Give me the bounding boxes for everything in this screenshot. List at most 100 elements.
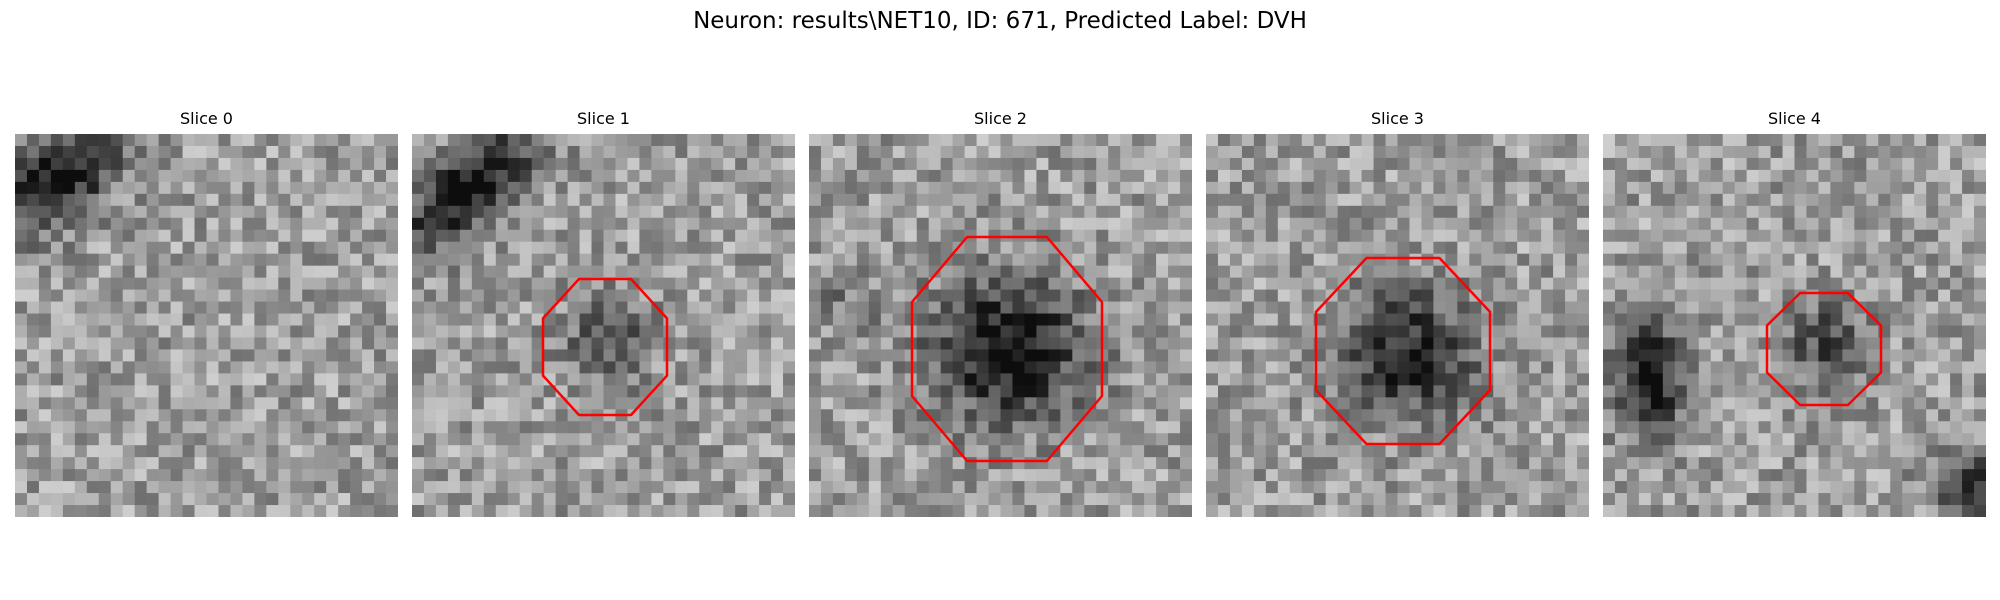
slice-pixel	[627, 193, 641, 207]
slice-pixel	[374, 169, 387, 183]
slice-pixel	[1206, 241, 1219, 255]
slice-pixel	[447, 157, 461, 171]
slice-pixel	[1674, 313, 1688, 327]
slice-pixel	[242, 193, 255, 207]
slice-pixel	[1433, 134, 1446, 147]
slice-pixel	[38, 421, 52, 434]
slice-pixel	[1902, 289, 1915, 303]
slice-pixel	[1938, 145, 1951, 159]
slice-pixel	[350, 181, 363, 195]
slice-pixel	[771, 493, 784, 506]
slice-pixel	[1048, 289, 1061, 303]
slice-pixel	[447, 397, 461, 410]
slice-pixel	[242, 265, 255, 279]
slice-pixel	[122, 445, 136, 458]
slice-pixel	[1938, 277, 1951, 291]
slice-pixel	[1517, 193, 1530, 207]
slice-pixel	[1603, 277, 1616, 291]
slice-pixel	[579, 325, 593, 339]
slice-pixel	[976, 361, 990, 374]
slice-pixel	[663, 385, 676, 398]
slice-pixel	[1902, 301, 1915, 315]
slice-pixel	[182, 421, 196, 434]
slice-pixel	[122, 217, 136, 231]
slice-pixel	[1132, 409, 1145, 422]
slice-pixel	[194, 433, 208, 446]
slice-pixel	[158, 169, 172, 183]
slice-pixel	[771, 157, 784, 171]
slice-pixel	[1469, 325, 1482, 339]
slice-pixel	[820, 181, 834, 195]
slice-pixel	[1036, 373, 1049, 386]
slice-pixel	[603, 397, 617, 410]
slice-pixel	[158, 433, 172, 446]
slice-pixel	[206, 337, 220, 351]
slice-pixel	[15, 289, 28, 303]
slice-pixel	[1253, 169, 1267, 183]
slice-pixel	[1265, 385, 1279, 398]
slice-pixel	[759, 157, 772, 171]
slice-pixel	[868, 145, 882, 159]
slice-pixel	[1289, 457, 1303, 470]
slice-pixel	[988, 361, 1002, 374]
slice-pixel	[615, 217, 629, 231]
slice-pixel	[1397, 181, 1411, 195]
slice-pixel	[916, 325, 930, 339]
slice-pixel	[435, 421, 449, 434]
slice-pixel	[1132, 145, 1145, 159]
slice-pixel	[1565, 457, 1578, 470]
slice-pixel	[447, 241, 461, 255]
slice-pixel	[615, 505, 629, 517]
slice-pixel	[1794, 325, 1808, 339]
slice-pixel	[86, 134, 100, 147]
slice-pixel	[1686, 457, 1700, 470]
slice-pixel	[134, 217, 148, 231]
slice-pixel	[218, 409, 232, 422]
slice-pixel	[266, 313, 279, 327]
slice-pixel	[1746, 289, 1760, 303]
slice-pixel	[1253, 157, 1267, 171]
slice-pixel	[1337, 457, 1351, 470]
slice-pixel	[1433, 409, 1446, 422]
slice-pixel	[170, 205, 184, 219]
slice-pixel	[1325, 265, 1339, 279]
slice-pixel	[844, 433, 858, 446]
slice-pixel	[1301, 241, 1315, 255]
slice-pixel	[964, 445, 978, 458]
slice-pixel	[1650, 253, 1664, 267]
slice-pixel	[122, 349, 136, 363]
slice-pixel	[362, 217, 375, 231]
slice-pixel	[627, 385, 641, 398]
slice-pixel	[1686, 241, 1700, 255]
slice-pixel	[723, 217, 736, 231]
slice-pixel	[988, 193, 1002, 207]
slice-pixel	[1000, 181, 1014, 195]
slice-pixel	[555, 205, 569, 219]
slice-pixel	[603, 433, 617, 446]
slice-pixel	[615, 385, 629, 398]
slice-pixel	[1770, 217, 1784, 231]
slice-pixel	[699, 134, 712, 147]
slice-pixel	[1469, 241, 1482, 255]
slice-pixel	[1722, 205, 1736, 219]
slice-pixel	[206, 241, 220, 255]
slice-pixel	[362, 145, 375, 159]
slice-pixel	[1421, 241, 1435, 255]
slice-pixel	[314, 229, 327, 243]
slice-pixel	[1746, 301, 1760, 315]
slice-pixel	[1878, 217, 1891, 231]
slice-pixel	[940, 421, 954, 434]
slice-pixel	[892, 265, 906, 279]
slice-pixel	[1541, 205, 1554, 219]
slice-pixel	[1626, 181, 1640, 195]
slice-pixel	[1674, 337, 1688, 351]
slice-pixel	[1974, 289, 1986, 303]
slice-pixel	[230, 265, 244, 279]
slice-pixel	[1842, 229, 1855, 243]
slice-pixel	[15, 493, 28, 506]
slice-pixel	[412, 349, 425, 363]
slice-pixel	[892, 361, 906, 374]
slice-pixel	[1577, 385, 1589, 398]
slice-pixel	[15, 157, 28, 171]
slice-pixel	[1012, 157, 1026, 171]
